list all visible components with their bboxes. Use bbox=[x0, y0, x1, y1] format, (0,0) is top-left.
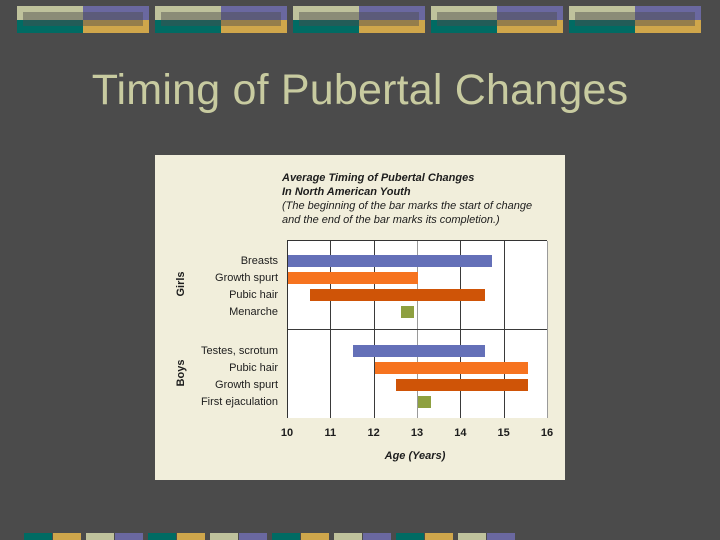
chart-header: Average Timing of Pubertal Changes In No… bbox=[282, 171, 562, 227]
event-marker bbox=[418, 396, 431, 408]
range-bar bbox=[353, 345, 486, 357]
group-divider bbox=[288, 329, 547, 330]
decoration-segment bbox=[487, 533, 515, 540]
decoration-block bbox=[17, 6, 149, 33]
chart-title-line1: Average Timing of Pubertal Changes bbox=[282, 172, 475, 184]
row-label: Growth spurt bbox=[215, 272, 278, 284]
x-tick-label: 10 bbox=[280, 427, 294, 439]
decoration-segment bbox=[334, 533, 362, 540]
row-label: First ejaculation bbox=[200, 396, 278, 408]
decoration-segment bbox=[148, 533, 176, 540]
bottom-decoration bbox=[0, 533, 720, 540]
decoration-block bbox=[569, 6, 701, 33]
x-tick-label: 16 bbox=[540, 427, 554, 439]
plot-area bbox=[287, 240, 548, 418]
row-label: Testes, scrotum bbox=[200, 345, 278, 357]
range-bar bbox=[288, 272, 418, 284]
decoration-segment bbox=[239, 533, 267, 540]
slide-title: Timing of Pubertal Changes bbox=[91, 66, 629, 114]
event-marker bbox=[400, 306, 414, 318]
x-tick-label: 14 bbox=[454, 427, 467, 439]
range-bar bbox=[374, 362, 529, 374]
decoration-segment bbox=[396, 533, 424, 540]
group-label-boys: Boys bbox=[175, 359, 187, 387]
chart-panel: Average Timing of Pubertal Changes In No… bbox=[155, 155, 565, 480]
decoration-segment bbox=[210, 533, 238, 540]
range-bar bbox=[396, 379, 529, 391]
decoration-segment bbox=[86, 533, 114, 540]
x-tick-label: 13 bbox=[410, 427, 424, 439]
x-tick-label: 11 bbox=[324, 427, 337, 439]
chart-subtitle-line2: and the end of the bar marks its complet… bbox=[282, 214, 500, 226]
chart-title-line2: In North American Youth bbox=[282, 186, 411, 198]
gridline bbox=[547, 241, 548, 418]
decoration-segment bbox=[425, 533, 453, 540]
row-label: Pubic hair bbox=[229, 362, 278, 374]
range-bar bbox=[309, 289, 486, 301]
row-label: Breasts bbox=[240, 255, 278, 267]
group-label-girls: Girls bbox=[175, 271, 187, 297]
decoration-segment bbox=[363, 533, 391, 540]
row-label: Pubic hair bbox=[229, 289, 278, 301]
decoration-segment bbox=[458, 533, 486, 540]
decoration-block bbox=[431, 6, 563, 33]
decoration-segment bbox=[53, 533, 81, 540]
range-bar bbox=[288, 255, 492, 267]
decoration-segment bbox=[177, 533, 205, 540]
x-tick-label: 15 bbox=[497, 427, 510, 439]
decoration-segment bbox=[301, 533, 329, 540]
top-decoration bbox=[0, 0, 720, 40]
x-tick-label: 12 bbox=[367, 427, 380, 439]
row-label: Menarche bbox=[229, 306, 278, 318]
decoration-block bbox=[293, 6, 425, 33]
decoration-segment bbox=[272, 533, 300, 540]
decoration-segment bbox=[115, 533, 143, 540]
row-label: Growth spurt bbox=[215, 379, 278, 391]
x-axis-title: Age (Years) bbox=[384, 450, 446, 462]
decoration-segment bbox=[24, 533, 52, 540]
decoration-block bbox=[155, 6, 287, 33]
chart-subtitle-line1: (The beginning of the bar marks the star… bbox=[282, 200, 533, 212]
